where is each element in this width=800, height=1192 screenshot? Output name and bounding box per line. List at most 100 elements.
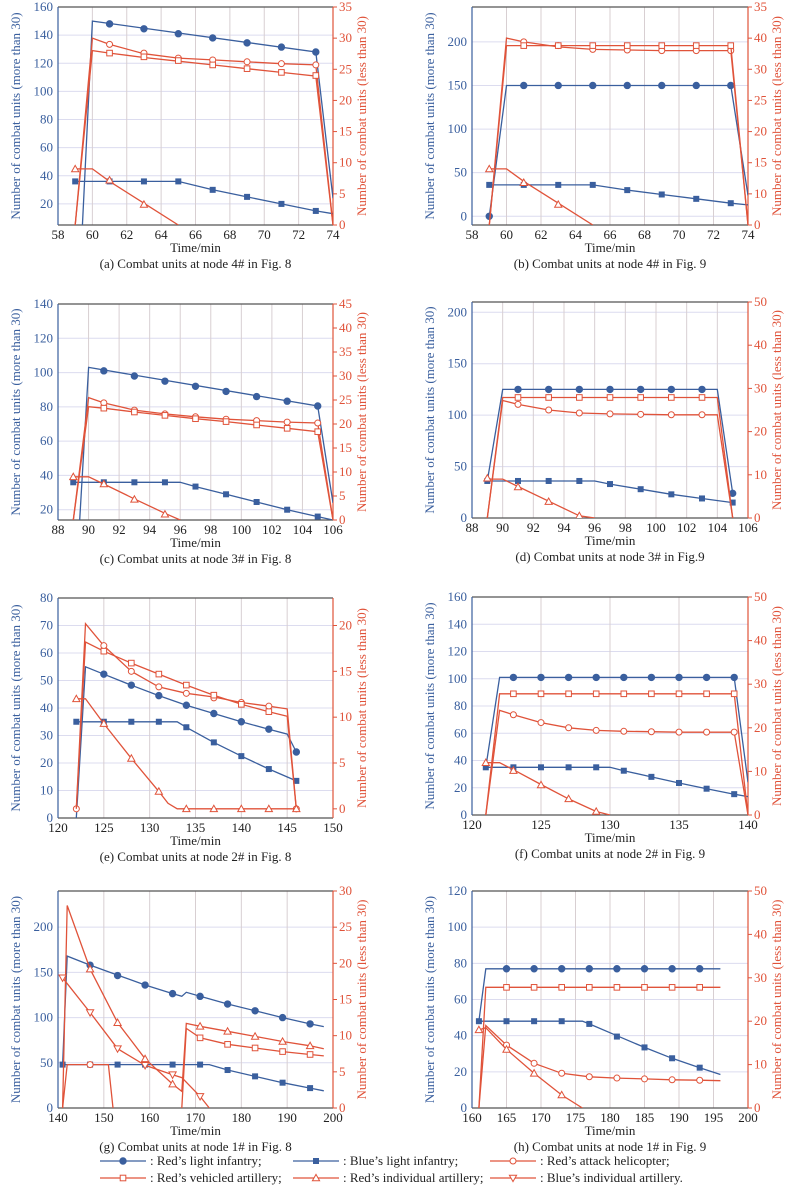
x-tick-label: 165 [497, 1110, 517, 1125]
data-point-red-vehicled-artillery [192, 415, 199, 423]
data-point-red-light-infantry [613, 965, 621, 973]
data-point-red-individual-artillery [557, 1090, 567, 1099]
data-point-red-light-infantry [292, 748, 301, 756]
data-point-red-attack-helicopter [509, 711, 517, 719]
data-point-red-vehicled-artillery [545, 394, 552, 401]
data-point-blue-light-infantry [224, 1067, 231, 1074]
y-tick-label: 140 [34, 296, 54, 311]
legend-marker-icon [509, 1157, 517, 1165]
x-tick-label: 130 [140, 820, 160, 835]
y2-tick-label: 35 [339, 0, 352, 14]
y2-tick-label: 10 [754, 467, 767, 482]
data-point-blue-light-infantry [637, 486, 644, 493]
data-point-red-attack-helicopter [613, 1074, 621, 1082]
data-point-red-individual-artillery [223, 1026, 233, 1035]
data-point-red-light-infantry [243, 39, 251, 47]
data-point-blue-light-infantry [699, 495, 705, 502]
x-tick-label: 94 [143, 522, 157, 537]
x-tick-label: 64 [155, 227, 169, 242]
data-point-red-vehicled-artillery [554, 42, 562, 49]
chart-panel-h: 160 165 170 175 180 185 190 195 2000204060801001… [422, 883, 784, 1154]
data-point-red-light-infantry [668, 965, 676, 973]
data-point-red-light-infantry [100, 367, 108, 375]
data-point-red-light-infantry [640, 965, 649, 973]
y-tick-label: 100 [34, 1010, 54, 1025]
y2-tick-label: 35 [339, 344, 352, 359]
data-point-blue-light-infantry [210, 739, 217, 746]
y-tick-label: 100 [448, 407, 468, 422]
data-point-blue-light-infantry [727, 200, 734, 207]
legend-item-red-individual-artillery: : Red’s individual artillery; [293, 1170, 483, 1185]
data-point-red-light-infantry [702, 673, 711, 682]
x-tick-label: 64 [569, 227, 583, 242]
data-point-red-light-infantry [554, 81, 562, 90]
y-tick-label: 120 [34, 330, 54, 345]
y2-tick-label: 5 [339, 186, 346, 201]
data-point-blue-light-infantry [593, 764, 600, 771]
x-tick-label: 120 [462, 817, 482, 832]
x-tick-label: 104 [293, 522, 313, 537]
y2-tick-label: 25 [339, 61, 352, 76]
data-point-red-light-infantry [698, 385, 706, 394]
x-tick-label: 92 [113, 522, 126, 537]
data-point-blue-light-infantry [175, 178, 182, 185]
data-point-red-individual-artillery [71, 694, 81, 703]
y-tick-label: 60 [40, 140, 53, 155]
series-group [481, 673, 748, 815]
y2-tick-label: 40 [754, 337, 767, 352]
x-tick-label: 74 [327, 227, 341, 242]
y2-tick-label: 30 [754, 61, 767, 76]
x-tick-label: 180 [600, 1110, 620, 1125]
data-point-red-light-infantry [592, 673, 600, 682]
data-point-red-light-infantry [174, 30, 183, 38]
series-line-red-individual-artillery [487, 478, 595, 518]
x-tick-label: 72 [292, 227, 305, 242]
y-tick-label: 100 [34, 83, 54, 98]
data-point-blue-light-infantry [209, 186, 216, 193]
x-tick-label: 96 [588, 520, 602, 535]
chart-panel-g: 140 150 160 170 180 190 2000501001502000510152… [8, 883, 369, 1154]
data-point-blue-light-infantry [192, 483, 199, 490]
data-point-red-attack-helicopter [606, 410, 614, 418]
series-line-blue-individual-artillery [62, 977, 210, 1108]
data-point-red-attack-helicopter [243, 58, 251, 66]
y-tick-label: 50 [40, 1055, 53, 1070]
data-point-red-light-infantry [222, 387, 230, 396]
data-point-blue-light-infantry [565, 764, 572, 771]
data-point-blue-light-infantry [265, 766, 272, 773]
data-point-red-individual-artillery [264, 804, 274, 813]
x-tick-label: 160 [462, 1110, 482, 1125]
data-point-red-attack-helicopter [86, 1061, 94, 1069]
x-tick-label: 130 [600, 817, 620, 832]
y2-tick-label: 10 [339, 155, 352, 170]
data-point-blue-light-infantry [641, 1044, 648, 1051]
series-line-red-attack-helicopter [72, 396, 333, 520]
y-tick-label: 40 [40, 168, 53, 183]
data-point-blue-light-infantry [155, 718, 162, 725]
y-tick-label: 20 [40, 755, 53, 770]
y2-tick-label: 15 [754, 155, 767, 170]
data-point-red-vehicled-artillery [106, 49, 113, 57]
series-line-blue-light-infantry [73, 481, 333, 520]
x-tick-label: 68 [638, 227, 651, 242]
data-point-red-vehicled-artillery [251, 1044, 259, 1052]
data-point-blue-light-infantry [475, 1018, 482, 1025]
data-point-blue-light-infantry [128, 718, 135, 725]
series-group [70, 20, 333, 225]
data-point-red-vehicled-artillery [209, 61, 216, 69]
data-point-blue-light-infantry [658, 191, 665, 198]
data-point-blue-light-infantry [555, 181, 562, 188]
series-line-red-light-infantry [81, 20, 333, 225]
data-point-red-light-infantry [692, 81, 700, 90]
x-tick-label: 140 [48, 1110, 68, 1125]
data-point-red-vehicled-artillery [283, 425, 291, 432]
y-tick-label: 40 [454, 753, 467, 768]
x-tick-label: 160 [140, 1110, 160, 1125]
data-point-red-individual-artillery [481, 758, 491, 766]
data-point-blue-light-infantry [114, 1061, 121, 1068]
series-line-red-vehicled-artillery [485, 693, 748, 815]
data-point-red-individual-artillery [105, 175, 115, 184]
data-point-red-vehicled-artillery [668, 984, 676, 991]
x-tick-label: 150 [323, 820, 343, 835]
data-point-blue-individual-artillery [195, 1093, 205, 1102]
